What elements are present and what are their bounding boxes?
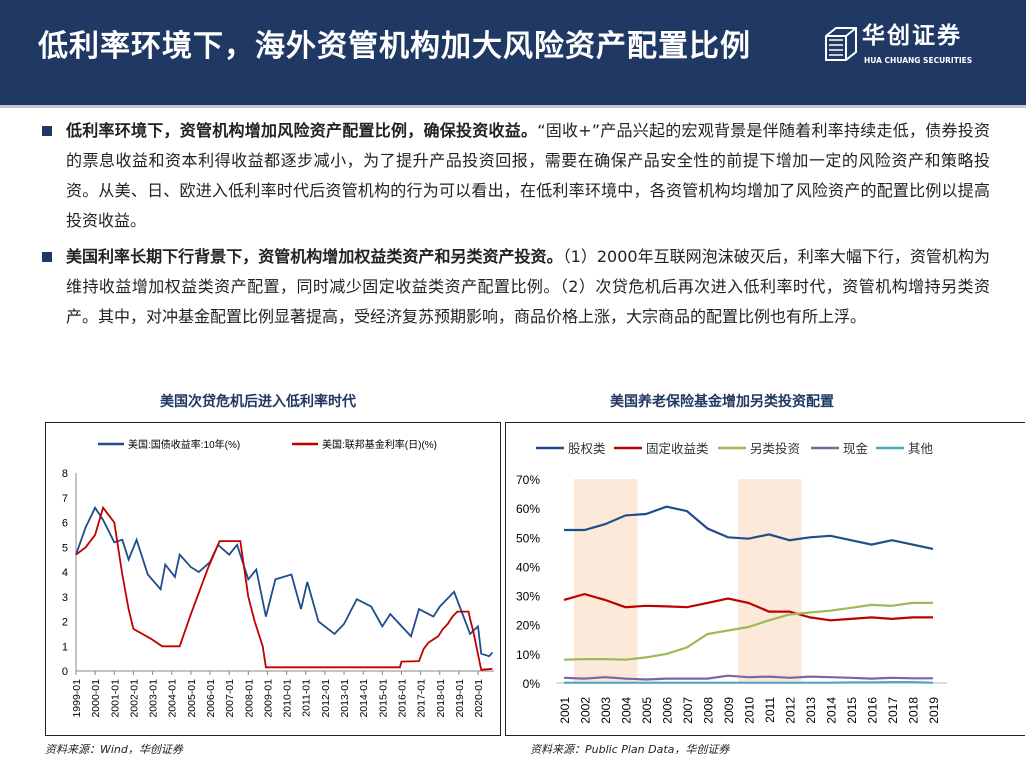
bullet-icon: [42, 126, 52, 136]
x-tick-label: 2015: [845, 697, 859, 724]
shaded-period: [738, 479, 802, 683]
paragraph-2: 美国利率长期下行背景下，资管机构增加权益类资产和另类资产投资。（1）2000年互…: [40, 242, 990, 332]
y-tick-label: 40%: [516, 560, 540, 574]
series-line-0: [564, 505, 934, 550]
y-tick-label: 70%: [516, 473, 540, 487]
y-tick-label: 6: [62, 518, 68, 530]
y-tick-label: 0%: [523, 677, 541, 691]
legend-label: 其他: [908, 442, 934, 456]
x-tick-label: 2017-01: [416, 679, 428, 718]
y-tick-label: 30%: [516, 590, 540, 604]
paragraph-text: “固收+”产品兴起的宏观背景是伴随着利率持续走低，债券投资的票息收益和资本利得收…: [66, 121, 990, 230]
legend-label: 另类投资: [750, 441, 800, 456]
logo-cn: 华创证券: [862, 23, 962, 49]
x-tick-label: 2007-01: [224, 679, 236, 718]
left-chart: 0 1 2 3 4 5 6 7 8 1999-01 2000-01 2001-01 2002-01 200…: [45, 422, 501, 736]
y-tick-label: 10%: [516, 648, 540, 662]
right-source: 资料来源：Public Plan Data，华创证券: [530, 743, 730, 756]
y-tick-label: 60%: [516, 502, 540, 516]
x-tick-label: 2003-01: [148, 679, 160, 718]
paragraph-1: 低利率环境下，资管机构增加风险资产配置比例，确保投资收益。“固收+”产品兴起的宏…: [40, 116, 990, 236]
series-line-1: [563, 592, 933, 622]
left-source: 资料来源：Wind，华创证券: [45, 743, 183, 756]
y-tick-label: 2: [62, 617, 68, 629]
page-title: 低利率环境下，海外资管机构加大风险资产配置比例: [38, 29, 751, 64]
body-text: 低利率环境下，资管机构增加风险资产配置比例，确保投资收益。“固收+”产品兴起的宏…: [40, 116, 990, 338]
left-chart-title: 美国次贷危机后进入低利率时代: [160, 394, 356, 410]
x-tick-label: 2020-01: [473, 679, 485, 718]
right-chart: 0% 10% 20% 30% 40% 50% 60% 70% 2001 2002 2003 2004 2…: [505, 422, 1025, 736]
y-tick-label: 5: [62, 542, 68, 554]
x-tick-label: 2018-01: [435, 679, 447, 718]
y-tick-label: 20%: [516, 619, 540, 633]
x-tick-label: 2008-01: [243, 679, 255, 718]
paragraph-text: （1）2000年互联网泡沫破灭后，利率大幅下行，资管机构为维持收益增加权益类资产…: [66, 247, 990, 326]
x-tick-label: 2006-01: [205, 679, 217, 718]
series-line-2: [563, 601, 933, 661]
legend-label: 现金: [843, 441, 869, 456]
x-tick-label: 2005: [640, 697, 654, 724]
x-tick-label: 2011-01: [301, 679, 313, 717]
x-tick-label: 2012: [784, 697, 798, 724]
x-tick-label: 1999-01: [71, 679, 83, 718]
x-tick-label: 2013-01: [339, 679, 351, 718]
y-tick-label: 50%: [516, 531, 540, 545]
x-tick-label: 2019-01: [454, 679, 466, 718]
company-logo: 华创证券 HUA CHUANG SECURITIES: [822, 22, 982, 70]
legend-label: 美国:联邦基金利率(日)(%): [322, 438, 437, 451]
header-bar: 低利率环境下，海外资管机构加大风险资产配置比例 华创证券 HUA CHUANG …: [0, 0, 1026, 108]
x-tick-label: 2009-01: [262, 679, 274, 718]
x-tick-label: 2008: [702, 697, 716, 724]
series-line-4: [564, 681, 934, 684]
x-tick-label: 2004-01: [167, 679, 179, 718]
bullet-icon: [42, 252, 52, 262]
x-tick-label: 2010-01: [282, 679, 294, 718]
x-tick-label: 2017: [886, 697, 900, 724]
paragraph-lead: 低利率环境下，资管机构增加风险资产配置比例，确保投资收益。: [66, 121, 538, 140]
x-tick-label: 2013: [804, 697, 818, 724]
x-tick-label: 2002: [579, 697, 593, 724]
series-line-0: [75, 505, 494, 658]
x-tick-label: 2016: [866, 697, 880, 724]
logo-cube-icon: [825, 27, 857, 61]
y-tick-label: 4: [62, 567, 68, 579]
x-tick-label: 2001-01: [109, 679, 121, 718]
x-tick-label: 2011: [763, 697, 777, 723]
legend-label: 股权类: [568, 441, 606, 456]
x-tick-label: 2014: [825, 697, 839, 724]
x-tick-label: 2014-01: [358, 679, 370, 718]
series-line-3: [563, 674, 933, 681]
series-line-1: [75, 505, 493, 671]
legend-label: 固定收益类: [646, 441, 709, 456]
x-tick-label: 2012-01: [320, 679, 332, 718]
legend-label: 美国:国债收益率:10年(%): [128, 438, 240, 451]
x-tick-label: 2004: [620, 697, 634, 724]
x-tick-label: 2015-01: [377, 679, 389, 718]
x-tick-label: 2018: [907, 697, 921, 724]
shaded-period: [574, 479, 638, 683]
y-tick-label: 7: [62, 493, 68, 505]
x-tick-label: 2002-01: [128, 679, 140, 718]
x-tick-label: 2005-01: [186, 679, 198, 718]
logo-en: HUA CHUANG SECURITIES: [864, 56, 973, 65]
x-tick-label: 2000-01: [90, 679, 102, 718]
y-tick-label: 1: [62, 641, 68, 653]
y-tick-label: 0: [62, 666, 68, 678]
x-tick-label: 2007: [681, 697, 695, 724]
x-tick-label: 2009: [722, 697, 736, 724]
x-tick-label: 2010: [743, 697, 757, 724]
right-chart-title: 美国养老保险基金增加另类投资配置: [610, 394, 834, 410]
x-tick-label: 2001: [558, 697, 572, 724]
y-tick-label: 8: [62, 468, 68, 480]
y-tick-label: 3: [62, 592, 68, 604]
x-tick-label: 2003: [599, 697, 613, 724]
x-tick-label: 2016-01: [396, 679, 408, 718]
x-tick-label: 2019: [927, 697, 941, 724]
paragraph-lead: 美国利率长期下行背景下，资管机构增加权益类资产和另类资产投资。: [66, 247, 563, 266]
x-tick-label: 2006: [661, 697, 675, 724]
